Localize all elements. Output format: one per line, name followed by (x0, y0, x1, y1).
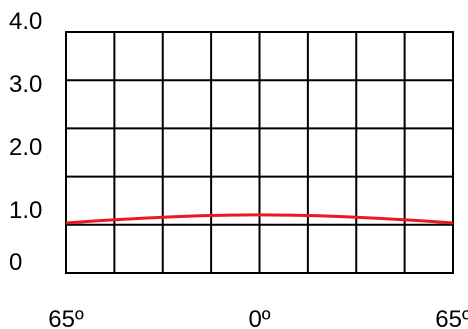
x-tick-label: 65º (435, 306, 468, 329)
x-axis-tick-labels: 65º 0º 65º (48, 306, 468, 329)
y-tick-label: 3.0 (9, 71, 42, 98)
y-tick-label: 2.0 (9, 134, 42, 161)
y-tick-label: 4.0 (9, 8, 42, 35)
x-tick-label: 65º (48, 306, 84, 329)
y-tick-label: 0 (9, 249, 22, 276)
y-tick-label: 1.0 (9, 197, 42, 224)
y-axis-tick-labels: 0 1.0 2.0 3.0 4.0 (9, 8, 42, 276)
chart-series (65, 213, 454, 225)
x-tick-label: 0º (248, 306, 270, 329)
chart-grid (65, 31, 454, 274)
series-line-0 (65, 213, 454, 225)
